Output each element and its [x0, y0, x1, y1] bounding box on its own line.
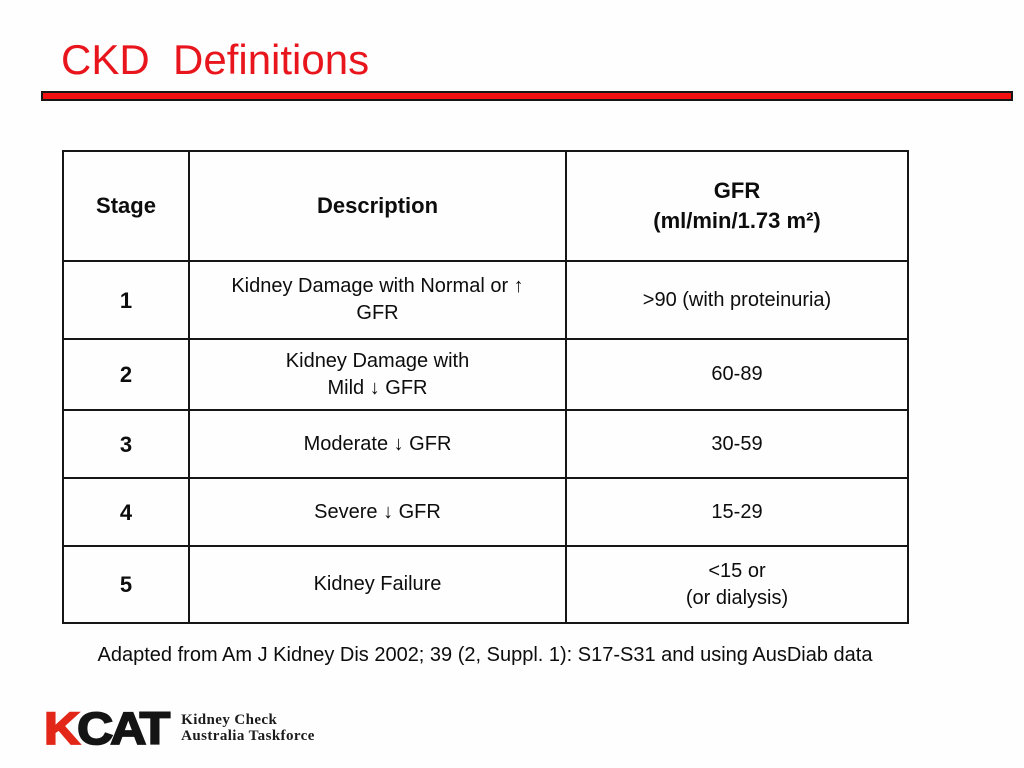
- column-header-gfr: GFR (ml/min/1.73 m²): [565, 150, 909, 262]
- gfr-line: 30-59: [711, 432, 763, 455]
- stage-description: Severe ↓ GFR: [188, 477, 567, 547]
- stage-description: Moderate ↓ GFR: [188, 409, 567, 479]
- gfr-value: >90 (with proteinuria): [565, 260, 909, 340]
- description-line: Kidney Failure: [313, 573, 442, 595]
- table-row-stage-4: 4 Severe ↓ GFR 15-29: [62, 477, 909, 547]
- description-line: Kidney Damage with Normal or ↑: [231, 275, 524, 297]
- column-header-stage: Stage: [62, 150, 190, 262]
- description-line: Mild ↓ GFR: [327, 376, 428, 399]
- kcat-logo-mark: KCAT: [43, 703, 171, 754]
- stage-description: Kidney Failure: [188, 545, 567, 624]
- kcat-logo-text: Kidney Check Australia Taskforce: [181, 712, 315, 744]
- logo-text-line2: Australia Taskforce: [181, 728, 315, 744]
- gfr-header-line2: (ml/min/1.73 m²): [653, 208, 821, 233]
- stage-number: 3: [62, 409, 190, 479]
- gfr-line: 15-29: [711, 500, 763, 523]
- description-line: GFR: [356, 302, 399, 324]
- description-line: Severe ↓ GFR: [314, 500, 441, 523]
- gfr-line: >90 (with proteinuria): [642, 288, 832, 311]
- table-header-row: Stage Description GFR (ml/min/1.73 m²): [62, 150, 909, 262]
- stage-number: 5: [62, 545, 190, 624]
- table-row-stage-3: 3 Moderate ↓ GFR 30-59: [62, 409, 909, 479]
- logo-text-line1: Kidney Check: [181, 712, 278, 728]
- table-row-stage-5: 5 Kidney Failure <15 or (or dialysis): [62, 545, 909, 624]
- gfr-line: <15 or: [708, 559, 766, 582]
- stage-number: 1: [62, 260, 190, 340]
- stage-number: 4: [62, 477, 190, 547]
- table-row-stage-2: 2 Kidney Damage with Mild ↓ GFR 60-89: [62, 338, 909, 411]
- source-footnote: Adapted from Am J Kidney Dis 2002; 39 (2…: [97, 644, 873, 666]
- kcat-logo: KCAT Kidney Check Australia Taskforce: [43, 703, 315, 756]
- title-underline-bar: [41, 91, 1013, 101]
- gfr-value: 60-89: [565, 338, 909, 411]
- page-title: CKD Definitions: [61, 36, 370, 83]
- logo-letters-cat: CAT: [76, 703, 171, 754]
- gfr-value: <15 or (or dialysis): [565, 545, 909, 624]
- stage-description: Kidney Damage with Mild ↓ GFR: [188, 338, 567, 411]
- description-line: Moderate ↓ GFR: [303, 432, 452, 455]
- gfr-value: 30-59: [565, 409, 909, 479]
- ckd-stages-table: Stage Description GFR (ml/min/1.73 m²) 1…: [62, 150, 909, 624]
- stage-description: Kidney Damage with Normal or ↑ GFR: [188, 260, 567, 340]
- column-header-description: Description: [188, 150, 567, 262]
- gfr-line: (or dialysis): [685, 586, 789, 609]
- gfr-value: 15-29: [565, 477, 909, 547]
- description-line: Kidney Damage with: [285, 349, 470, 372]
- gfr-header-line1: GFR: [713, 178, 761, 203]
- table-row-stage-1: 1 Kidney Damage with Normal or ↑ GFR >90…: [62, 260, 909, 340]
- stage-number: 2: [62, 338, 190, 411]
- gfr-line: 60-89: [711, 363, 763, 385]
- logo-letter-k: K: [43, 703, 81, 754]
